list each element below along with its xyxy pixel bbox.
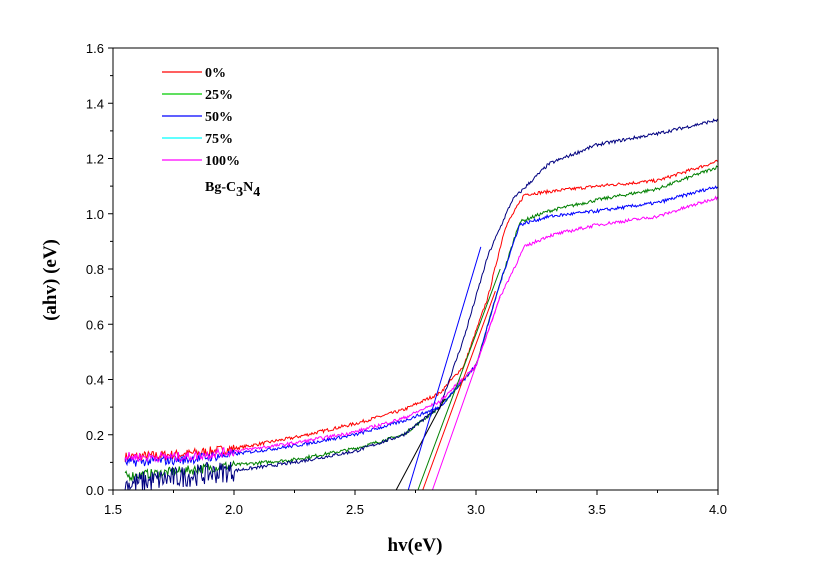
y-tick-label: 1.0	[86, 207, 104, 222]
series-line-50pct	[124, 118, 718, 491]
x-tick-label: 3.5	[588, 502, 606, 517]
x-tick-label: 1.5	[104, 502, 122, 517]
y-tick-label: 0.4	[86, 373, 104, 388]
tangent-line	[431, 296, 501, 491]
y-tick-label: 0.0	[86, 483, 104, 498]
y-tick-label: 1.2	[86, 152, 104, 167]
legend-label: 75%	[205, 132, 233, 147]
legend-label: 25%	[205, 88, 233, 103]
legend: 0% 25% 50% 75% 100% Bg-C3N4	[162, 66, 260, 200]
y-tick-label: 0.8	[86, 262, 104, 277]
x-tick-label: 2.0	[225, 502, 243, 517]
series-line-75pct	[124, 185, 718, 467]
y-tick-label: 0.6	[86, 317, 104, 332]
axis-ticks: 1.5 2.0 2.5 3.0 3.5 4.0 0.0 0.2 0.4 0.6 0.8 1.0 1.2 1…	[86, 41, 727, 517]
plot-area	[124, 118, 718, 491]
series-line-100pct	[124, 195, 718, 463]
x-tick-label: 3.0	[467, 502, 485, 517]
tangent-line	[407, 246, 482, 491]
tangent-line	[422, 290, 496, 491]
y-tick-label: 1.4	[86, 96, 104, 111]
legend-label: 0%	[205, 66, 226, 81]
x-axis-label: hv(eV)	[388, 535, 443, 556]
legend-label: 100%	[205, 154, 240, 169]
tangent-line	[417, 268, 501, 491]
tangent-line	[395, 398, 445, 491]
x-tick-label: 4.0	[709, 502, 727, 517]
legend-label: 50%	[205, 110, 233, 125]
series-line-25pct	[124, 165, 718, 483]
legend-note: Bg-C3N4	[205, 180, 260, 200]
y-tick-label: 1.6	[86, 41, 104, 56]
y-tick-label: 0.2	[86, 428, 104, 443]
plot-frame	[112, 47, 719, 491]
y-axis-label: (ahv) (eV)	[40, 239, 61, 321]
x-tick-label: 2.5	[346, 502, 364, 517]
